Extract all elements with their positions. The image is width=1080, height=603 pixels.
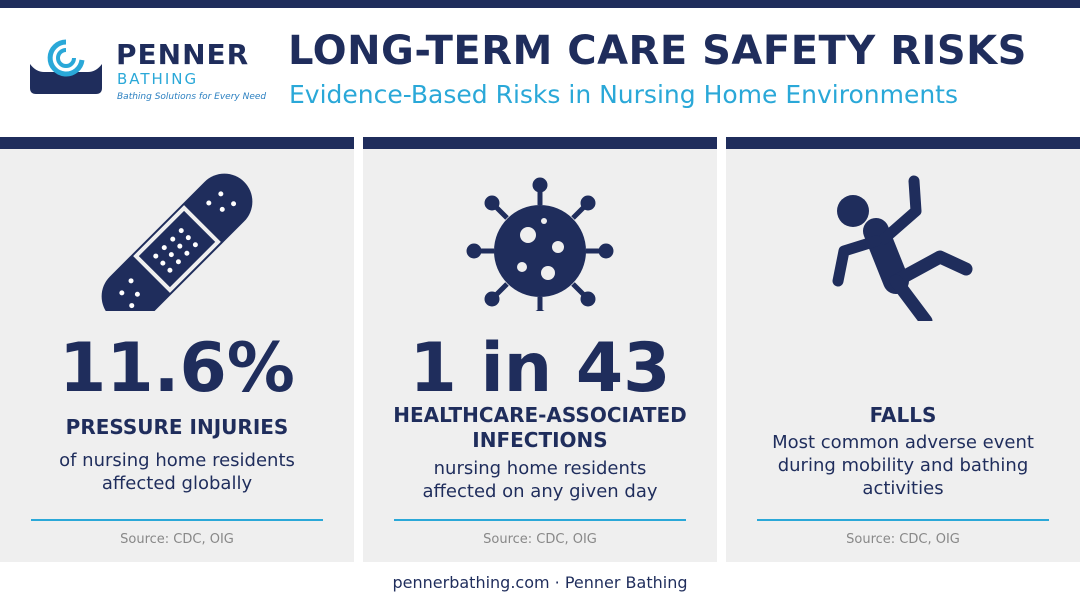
description: of nursing home residents affected globa… [59, 450, 295, 494]
card: FALLS Most common adverse event during m… [726, 137, 1080, 562]
source: Source: CDC, OIG [120, 532, 234, 547]
divider [31, 519, 323, 521]
description: Most common adverse event during mobilit… [772, 432, 1034, 499]
top-bar [0, 0, 1080, 8]
card: 1 in 43 HEALTHCARE-ASSOCIATED INFECTIONS… [363, 137, 717, 562]
subtitle: Evidence-Based Risks in Nursing Home Env… [289, 80, 958, 109]
bandage-icon [101, 173, 253, 311]
divider [757, 519, 1049, 521]
logo-icon [30, 39, 102, 94]
logo-name: PENNER [116, 38, 250, 71]
stat: 1 in 43 [409, 329, 671, 408]
logo-sub: BATHING [117, 70, 199, 88]
heading: PRESSURE INJURIES [65, 415, 289, 439]
stat: 11.6% [59, 329, 295, 408]
source: Source: CDC, OIG [846, 532, 960, 547]
footer: pennerbathing.com · Penner Bathing [392, 573, 688, 592]
description: nursing home residents affected on any g… [422, 458, 658, 502]
source: Source: CDC, OIG [483, 532, 597, 547]
logo-tagline: Bathing Solutions for Every Need [117, 92, 267, 102]
title: LONG-TERM CARE SAFETY RISKS [288, 28, 1027, 74]
heading: HEALTHCARE-ASSOCIATED INFECTIONS [393, 403, 687, 452]
fall-icon [832, 175, 973, 321]
card: 11.6% PRESSURE INJURIES of nursing home … [0, 137, 354, 562]
heading: FALLS [869, 403, 937, 427]
divider [394, 519, 686, 521]
virus-icon [466, 177, 614, 311]
